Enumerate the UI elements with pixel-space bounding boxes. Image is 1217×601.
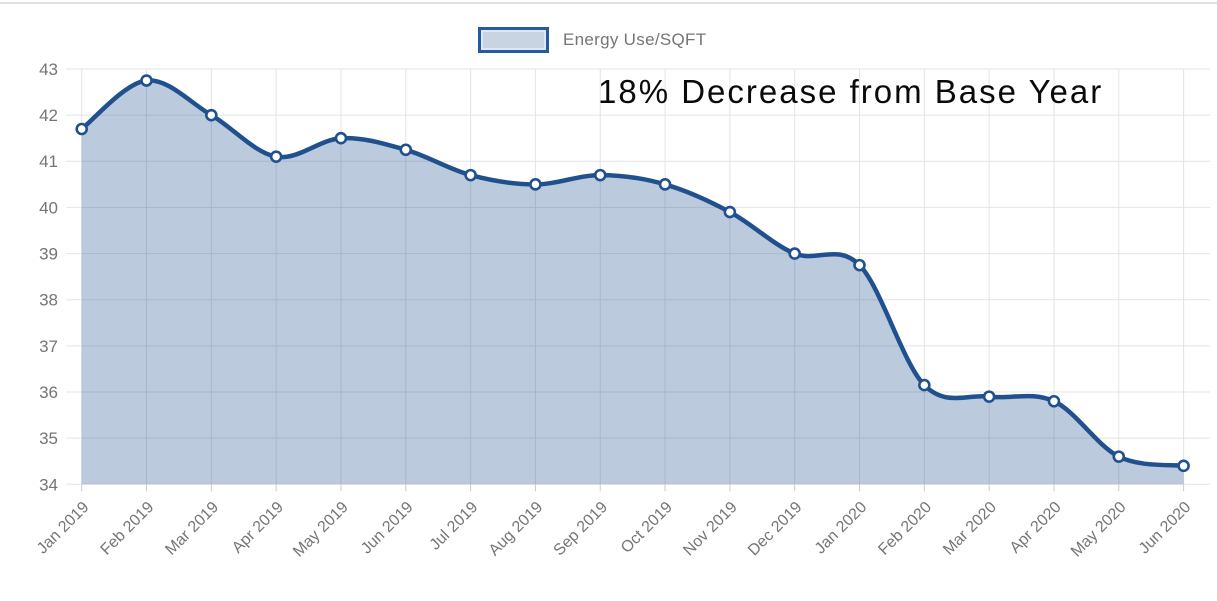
data-point-marker[interactable] bbox=[529, 178, 542, 191]
x-axis-label: Feb 2020 bbox=[875, 499, 935, 559]
legend-swatch bbox=[478, 27, 549, 53]
x-axis-label: Jan 2020 bbox=[812, 499, 871, 558]
annotation-text: 18% Decrease from Base Year bbox=[598, 73, 1104, 110]
data-point-marker[interactable] bbox=[723, 205, 737, 219]
data-point-marker[interactable] bbox=[75, 122, 88, 136]
data-point-marker[interactable] bbox=[334, 131, 348, 145]
data-point-marker[interactable] bbox=[140, 74, 153, 87]
x-axis-label: Jan 2019 bbox=[34, 499, 93, 558]
data-point-marker[interactable] bbox=[593, 168, 607, 182]
y-axis-label: 43 bbox=[39, 60, 58, 79]
x-axis-label: Jun 2020 bbox=[1136, 499, 1195, 558]
y-axis-label: 41 bbox=[39, 152, 58, 171]
y-axis-label: 42 bbox=[39, 106, 58, 125]
x-axis-label: Jun 2019 bbox=[358, 499, 417, 558]
y-axis-label: 38 bbox=[39, 291, 58, 310]
x-axis-label: Apr 2019 bbox=[229, 499, 287, 557]
data-point-marker[interactable] bbox=[853, 258, 866, 272]
data-point-marker[interactable] bbox=[399, 143, 413, 157]
y-axis-label: 36 bbox=[39, 383, 58, 402]
series-area bbox=[81, 80, 1184, 485]
data-point-marker[interactable] bbox=[269, 150, 283, 163]
y-axis-label: 39 bbox=[39, 245, 58, 264]
chart-legend: Energy Use/SQFT bbox=[478, 27, 706, 53]
x-axis-label: Jul 2019 bbox=[427, 499, 482, 554]
x-axis-label: Apr 2020 bbox=[1007, 499, 1065, 557]
x-axis-label: Aug 2019 bbox=[486, 499, 547, 560]
x-axis-label: Mar 2020 bbox=[940, 499, 1000, 559]
x-axis-label: Dec 2019 bbox=[745, 499, 806, 560]
y-axis-label: 35 bbox=[39, 429, 58, 448]
top-divider bbox=[0, 2, 1217, 4]
data-point-marker[interactable] bbox=[1112, 450, 1126, 463]
data-point-marker[interactable] bbox=[788, 247, 801, 260]
x-axis-label: Mar 2019 bbox=[162, 499, 222, 559]
data-point-marker[interactable] bbox=[918, 378, 931, 392]
x-axis-label: Sep 2019 bbox=[551, 499, 612, 560]
data-point-marker[interactable] bbox=[1177, 459, 1190, 473]
data-point-marker[interactable] bbox=[658, 178, 672, 191]
x-axis-label: May 2020 bbox=[1068, 499, 1130, 561]
data-point-marker[interactable] bbox=[464, 168, 477, 182]
y-axis-label: 34 bbox=[39, 475, 58, 494]
data-point-marker[interactable] bbox=[982, 390, 996, 403]
x-axis-label: Oct 2019 bbox=[618, 499, 676, 557]
x-axis-label: Nov 2019 bbox=[680, 499, 741, 560]
data-point-marker[interactable] bbox=[1047, 394, 1061, 408]
y-axis-label: 37 bbox=[39, 337, 58, 356]
legend-label: Energy Use/SQFT bbox=[563, 30, 707, 49]
x-axis-label: Feb 2019 bbox=[98, 499, 158, 559]
y-axis-label: 40 bbox=[39, 198, 58, 217]
x-axis-label: May 2019 bbox=[290, 499, 352, 561]
data-point-marker[interactable] bbox=[205, 108, 218, 122]
